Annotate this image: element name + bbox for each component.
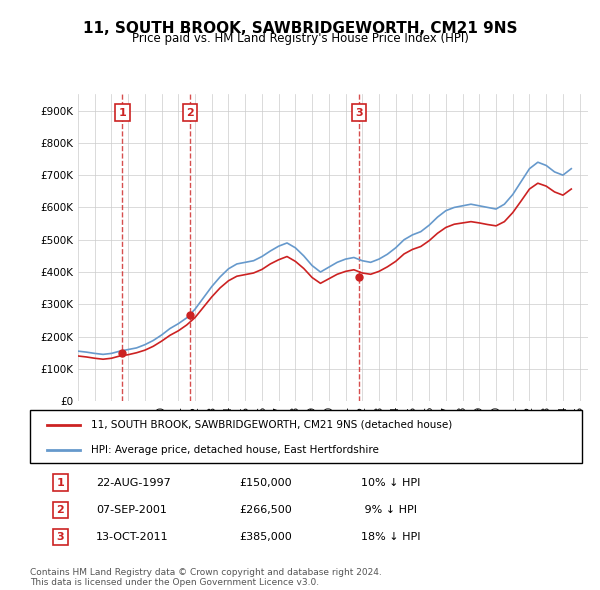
Text: £385,000: £385,000 xyxy=(240,532,293,542)
Text: 11, SOUTH BROOK, SAWBRIDGEWORTH, CM21 9NS: 11, SOUTH BROOK, SAWBRIDGEWORTH, CM21 9N… xyxy=(83,21,517,35)
Text: 1: 1 xyxy=(56,478,64,488)
Text: 3: 3 xyxy=(355,108,362,118)
Text: 22-AUG-1997: 22-AUG-1997 xyxy=(96,478,171,488)
FancyBboxPatch shape xyxy=(30,410,582,463)
Text: 2: 2 xyxy=(56,505,64,515)
Text: 07-SEP-2001: 07-SEP-2001 xyxy=(96,505,167,515)
Text: 3: 3 xyxy=(56,532,64,542)
Text: 10% ↓ HPI: 10% ↓ HPI xyxy=(361,478,421,488)
Text: 13-OCT-2011: 13-OCT-2011 xyxy=(96,532,169,542)
Text: 9% ↓ HPI: 9% ↓ HPI xyxy=(361,505,417,515)
Text: This data is licensed under the Open Government Licence v3.0.: This data is licensed under the Open Gov… xyxy=(30,578,319,587)
Text: 18% ↓ HPI: 18% ↓ HPI xyxy=(361,532,421,542)
Text: HPI: Average price, detached house, East Hertfordshire: HPI: Average price, detached house, East… xyxy=(91,445,379,455)
Text: Contains HM Land Registry data © Crown copyright and database right 2024.: Contains HM Land Registry data © Crown c… xyxy=(30,568,382,576)
Text: £266,500: £266,500 xyxy=(240,505,293,515)
Text: £150,000: £150,000 xyxy=(240,478,292,488)
Text: 11, SOUTH BROOK, SAWBRIDGEWORTH, CM21 9NS (detached house): 11, SOUTH BROOK, SAWBRIDGEWORTH, CM21 9N… xyxy=(91,420,452,430)
Text: 2: 2 xyxy=(186,108,194,118)
Text: 1: 1 xyxy=(118,108,126,118)
Text: Price paid vs. HM Land Registry's House Price Index (HPI): Price paid vs. HM Land Registry's House … xyxy=(131,32,469,45)
